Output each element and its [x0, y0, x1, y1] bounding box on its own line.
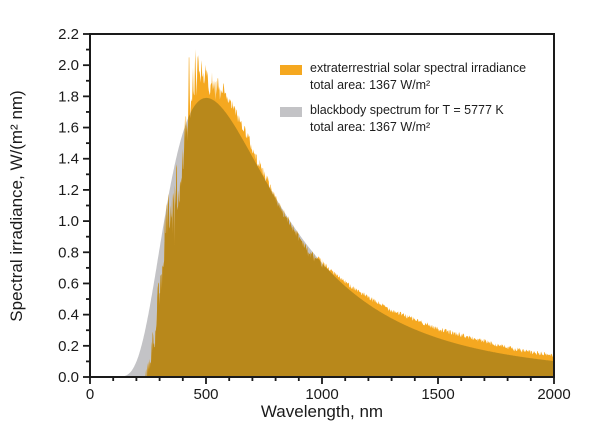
- chart-legend: extraterrestrial solar spectral irradian…: [280, 60, 570, 144]
- legend-text-blackbody: blackbody spectrum for T = 5777 K total …: [310, 102, 570, 135]
- y-tick-label: 0.4: [58, 307, 79, 324]
- solar-swatch-icon: [280, 65, 302, 75]
- legend-item-blackbody: blackbody spectrum for T = 5777 K total …: [280, 102, 570, 135]
- y-tick-label: 1.2: [58, 182, 79, 199]
- legend-label-solar: extraterrestrial solar spectral irradian…: [310, 61, 527, 75]
- y-tick-label: 0.6: [58, 275, 79, 292]
- x-tick-label: 500: [193, 386, 218, 403]
- y-tick-label: 2.2: [58, 26, 79, 43]
- x-axis-ticks: [89, 377, 555, 384]
- legend-sublabel-solar: total area: 1367 W/m²: [310, 77, 431, 92]
- x-tick-label: 2000: [537, 386, 570, 403]
- y-tick-label: 2.0: [58, 57, 79, 74]
- legend-item-solar: extraterrestrial solar spectral irradian…: [280, 60, 570, 93]
- y-tick-label: 0.8: [58, 244, 79, 261]
- y-tick-label: 0.2: [58, 338, 79, 355]
- x-tick-label: 1000: [305, 386, 338, 403]
- y-tick-label: 0.0: [58, 369, 79, 386]
- y-axis-tick-labels: 0.0 0.2 0.4 0.6 0.8 1.0 1.2 1.4 1.6 1.8 2.0 2.2: [58, 26, 79, 386]
- y-tick-label: 1.4: [58, 151, 79, 168]
- y-tick-label: 1.6: [58, 120, 79, 137]
- y-axis-ticks: [83, 33, 90, 378]
- x-axis-tick-labels: 0 500 1000 1500 2000: [86, 386, 571, 403]
- legend-label-blackbody: blackbody spectrum for T = 5777 K: [310, 103, 504, 117]
- x-axis-label: Wavelength, nm: [261, 402, 383, 421]
- legend-sublabel-blackbody: total area: 1367 W/m²: [310, 119, 431, 134]
- y-axis-label: Spectral irradiance, W/(m² nm): [7, 90, 26, 321]
- y-tick-label: 1.8: [58, 88, 79, 105]
- overlap-area: [145, 97, 554, 378]
- x-tick-label: 1500: [421, 386, 454, 403]
- legend-text-solar: extraterrestrial solar spectral irradian…: [310, 60, 570, 93]
- x-tick-label: 0: [86, 386, 94, 403]
- y-tick-label: 1.0: [58, 213, 79, 230]
- blackbody-swatch-icon: [280, 107, 302, 117]
